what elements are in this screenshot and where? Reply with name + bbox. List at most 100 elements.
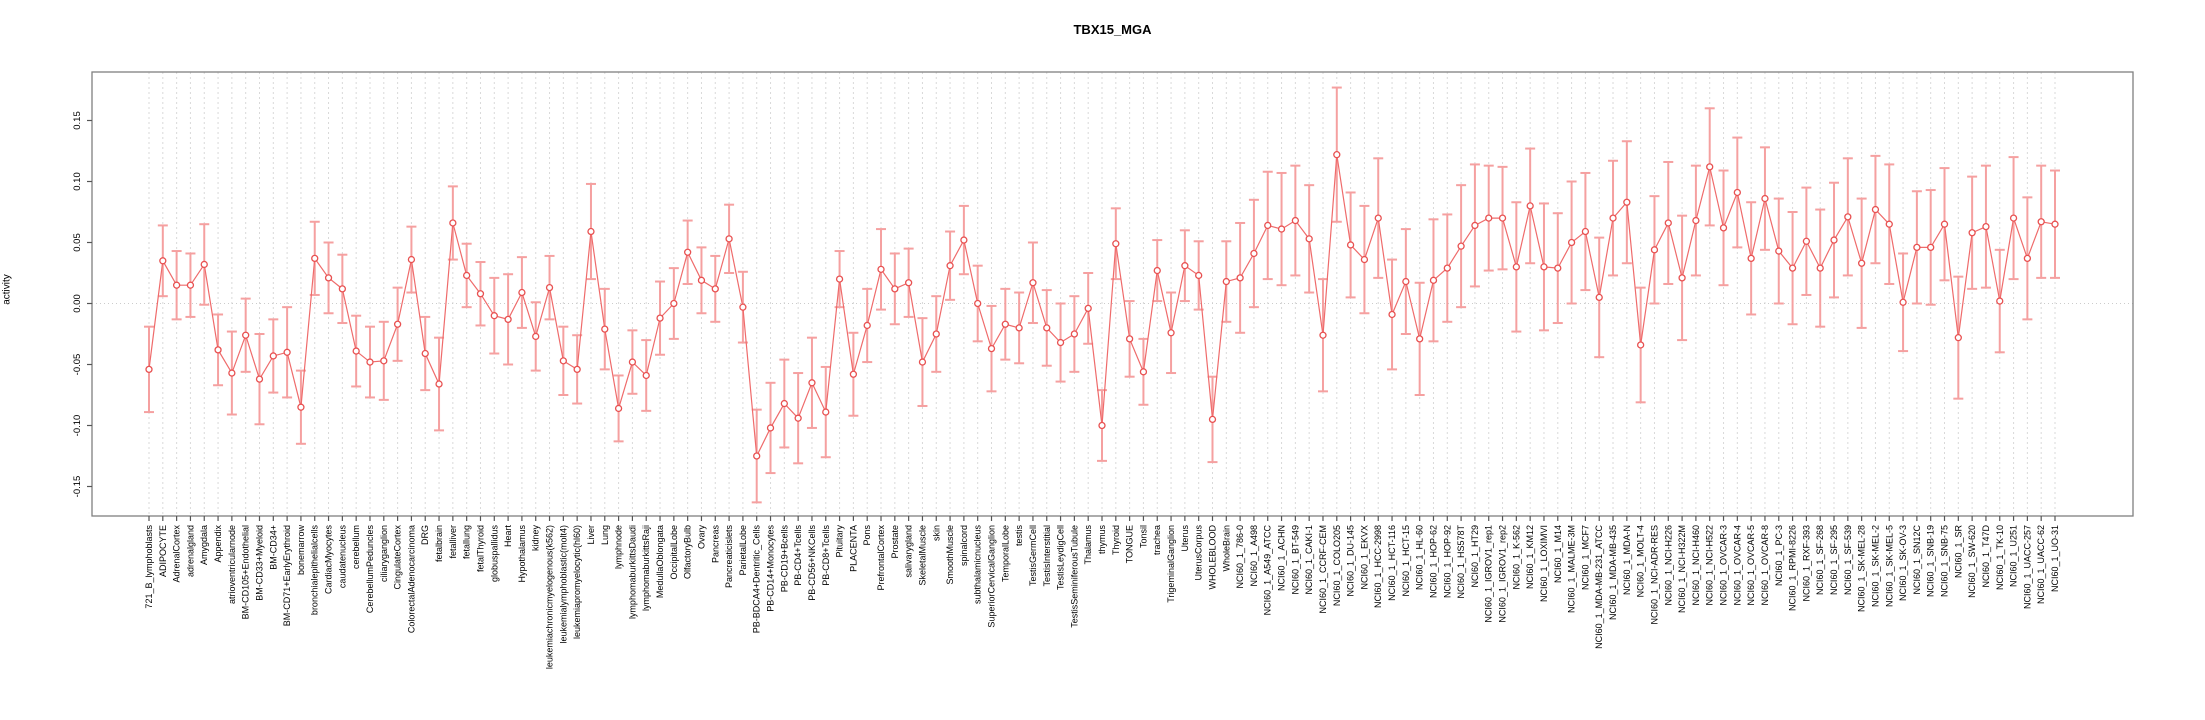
x-tick-label: NCI60_1_TK-10 [1995,525,2005,590]
x-tick-label: NCI60_1_HOP-62 [1428,525,1438,598]
x-tick-label: CardiacMyocytes [324,525,334,595]
data-point [932,330,940,338]
data-point [1996,297,2004,305]
data-point [545,283,554,292]
data-point [1913,243,1921,252]
x-tick-label: NCI60_1_EKVX [1359,525,1369,590]
data-point [2037,218,2045,226]
data-point [1581,227,1590,236]
x-tick-label: Tonsil [1138,525,1148,548]
x-tick-label: fetalbrain [434,525,444,562]
data-point [324,274,333,282]
x-tick-label: NCI60_1_LOXIMVI [1539,525,1549,602]
data-point [1788,264,1797,272]
x-tick-label: atrioventricularnode [227,525,237,604]
x-tick-label: NCI60_1_UACC-62 [2036,525,2046,604]
x-tick-label: NCI60_1_SK-MEL-2 [1870,525,1880,607]
data-point [2051,220,2059,228]
x-tick-label: UterusCorpus [1194,525,1204,581]
y-tick-label: 0.00 [72,294,83,313]
data-point [1098,421,1106,430]
x-tick-label: Thyroid [1111,525,1121,555]
data-point [1526,202,1534,210]
data-point [1540,263,1548,271]
x-tick-label: PB-CD14+Monocytes [766,525,776,612]
data-point [242,331,250,339]
y-tick-label: -0.15 [72,476,83,498]
data-point [1968,229,1976,237]
data-point [1277,225,1286,233]
plot-border [91,71,2134,517]
data-point [753,452,761,460]
x-tick-label: BM-CD34+ [268,525,278,570]
data-point [1954,334,1962,342]
chart-title: TBX15_MGA [1073,22,1152,37]
x-tick-label: PB-CD56+NKCells [807,525,817,601]
data-point [1844,213,1852,221]
data-point [255,375,264,383]
x-tick-label: NCI60_1_PC-3 [1774,525,1784,586]
x-tick-label: TestisInterstitial [1042,525,1052,587]
x-tick-label: NCI60_1_MCF7 [1580,525,1590,590]
x-tick-label: SmoothMuscle [945,525,955,585]
data-point [1623,198,1631,206]
x-tick-label: lymphomaburkittsDaudi [627,525,637,619]
data-point [849,370,858,378]
x-tick-label: NCI60_1_RXF-393 [1801,525,1811,602]
x-tick-label: NCI60_1_UO-31 [2050,525,2060,592]
x-tick-label: adrenalgland [185,525,195,577]
x-tick-label: leukemiapromyelocytic(hl60) [572,525,582,639]
data-point [380,357,388,365]
data-point [1070,330,1079,338]
data-point [670,299,678,308]
data-point [214,346,222,354]
x-tick-label: Appendix [213,525,223,563]
data-point [628,358,637,366]
x-tick-label: trachea [1152,525,1162,555]
data-point [739,303,747,311]
data-point [559,357,567,365]
data-point [1802,237,1811,245]
x-tick-label: NCI60_1_SNB-75 [1940,525,1950,597]
data-point [1264,221,1272,230]
data-point [1333,151,1341,159]
data-point [476,290,485,298]
x-tick-label: NCI60_1_SF-295 [1829,525,1839,595]
data-point [1319,331,1327,339]
x-tick-label: leukemiachronicmyelogenous(k562) [545,525,555,669]
data-point [725,235,733,243]
data-point [1222,277,1230,286]
x-tick-label: leukemialymphoblastic(molt4) [558,525,568,644]
data-point [200,260,208,269]
x-tick-label: NCI60_1_OVCAR-8 [1760,525,1770,606]
data-point [1416,335,1424,343]
x-tick-label: Uterus [1180,525,1190,552]
x-tick-label: CerebellumPeduncles [365,525,375,614]
x-tick-label: NCI60_1_HCC-2998 [1373,525,1383,608]
y-tick-label: 0.05 [72,233,83,252]
x-tick-label: NCI60_1_SN12C [1912,525,1922,595]
data-point [1498,214,1507,222]
x-tick-label: MedullaOblongata [655,525,665,598]
data-point [1885,220,1893,228]
data-point [1291,216,1300,225]
data-point [766,424,775,432]
data-point [1001,320,1009,328]
x-tick-label: fetalliver [448,525,458,559]
data-point [1457,242,1465,250]
data-point [1816,264,1824,272]
data-point [1940,220,1949,228]
data-point [684,248,692,256]
data-point [532,332,540,341]
x-tick-label: NCI60_1_MOLT-4 [1636,525,1646,597]
x-tick-label: globuspallidus [489,525,499,583]
x-tick-label: BM-CD71+EarlyErythroid [282,525,292,626]
data-point [393,320,402,328]
x-tick-label: PrefrontalCortex [876,525,886,591]
data-point [808,379,816,387]
x-tick-label: NCI60_1_NCI-ADR-RES [1649,525,1659,625]
x-tick-label: NCI60_1_SK-MEL-28 [1857,525,1867,612]
data-point [1747,254,1755,263]
data-point [904,279,913,287]
x-tick-label: AdrenalCortex [172,525,182,583]
